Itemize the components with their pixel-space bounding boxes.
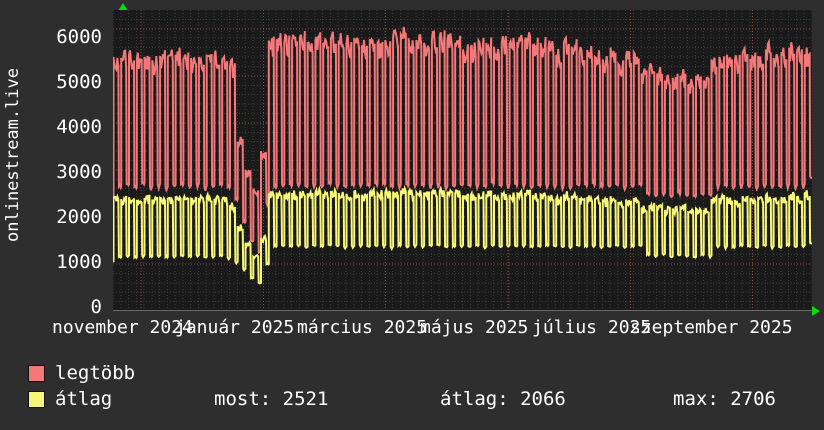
x-axis-arrow-icon [812,306,820,316]
x-tick-marcius-2025: március 2025 [297,317,428,338]
chart-canvas [113,10,812,311]
legend-swatch-legtobb [28,364,45,382]
y-tick-1000: 1000 [56,251,102,273]
stat-atlag: átlag: 2066 [440,388,566,410]
legend-swatch-atlag [28,390,45,408]
legend-label-legtobb: legtöbb [55,362,136,384]
legend-row-legtobb[interactable]: legtöbb [28,360,818,386]
x-tick-november-2024: november 2024 [52,317,193,338]
legend-row-atlag[interactable]: átlag most: 2521 átlag: 2066 max: 2706 [28,386,818,412]
stat-max: max: 2706 [673,388,776,410]
legend: legtöbb átlag most: 2521 átlag: 2066 max… [28,360,818,412]
stats-row: most: 2521 átlag: 2066 max: 2706 [28,386,818,412]
y-axis-tick-labels: 6000 5000 4000 3000 2000 1000 0 [0,0,106,321]
y-tick-4000: 4000 [56,116,102,138]
y-axis-arrow-icon [118,3,128,11]
y-tick-5000: 5000 [56,71,102,93]
x-tick-julius-2025: július 2025 [532,317,652,338]
plot-area[interactable] [113,10,812,311]
legend-label-atlag: átlag [55,388,113,410]
x-tick-szeptember-2025: szeptember 2025 [630,317,793,338]
stat-most: most: 2521 [214,388,329,410]
x-tick-majus-2025: május 2025 [420,317,529,338]
x-axis-tick-labels: november 2024 január 2025 március 2025 m… [0,316,824,344]
y-tick-3000: 3000 [56,161,102,183]
x-tick-januar-2025: január 2025 [175,317,295,338]
y-tick-6000: 6000 [56,26,102,48]
y-tick-2000: 2000 [56,206,102,228]
y-tick-0: 0 [90,296,102,318]
